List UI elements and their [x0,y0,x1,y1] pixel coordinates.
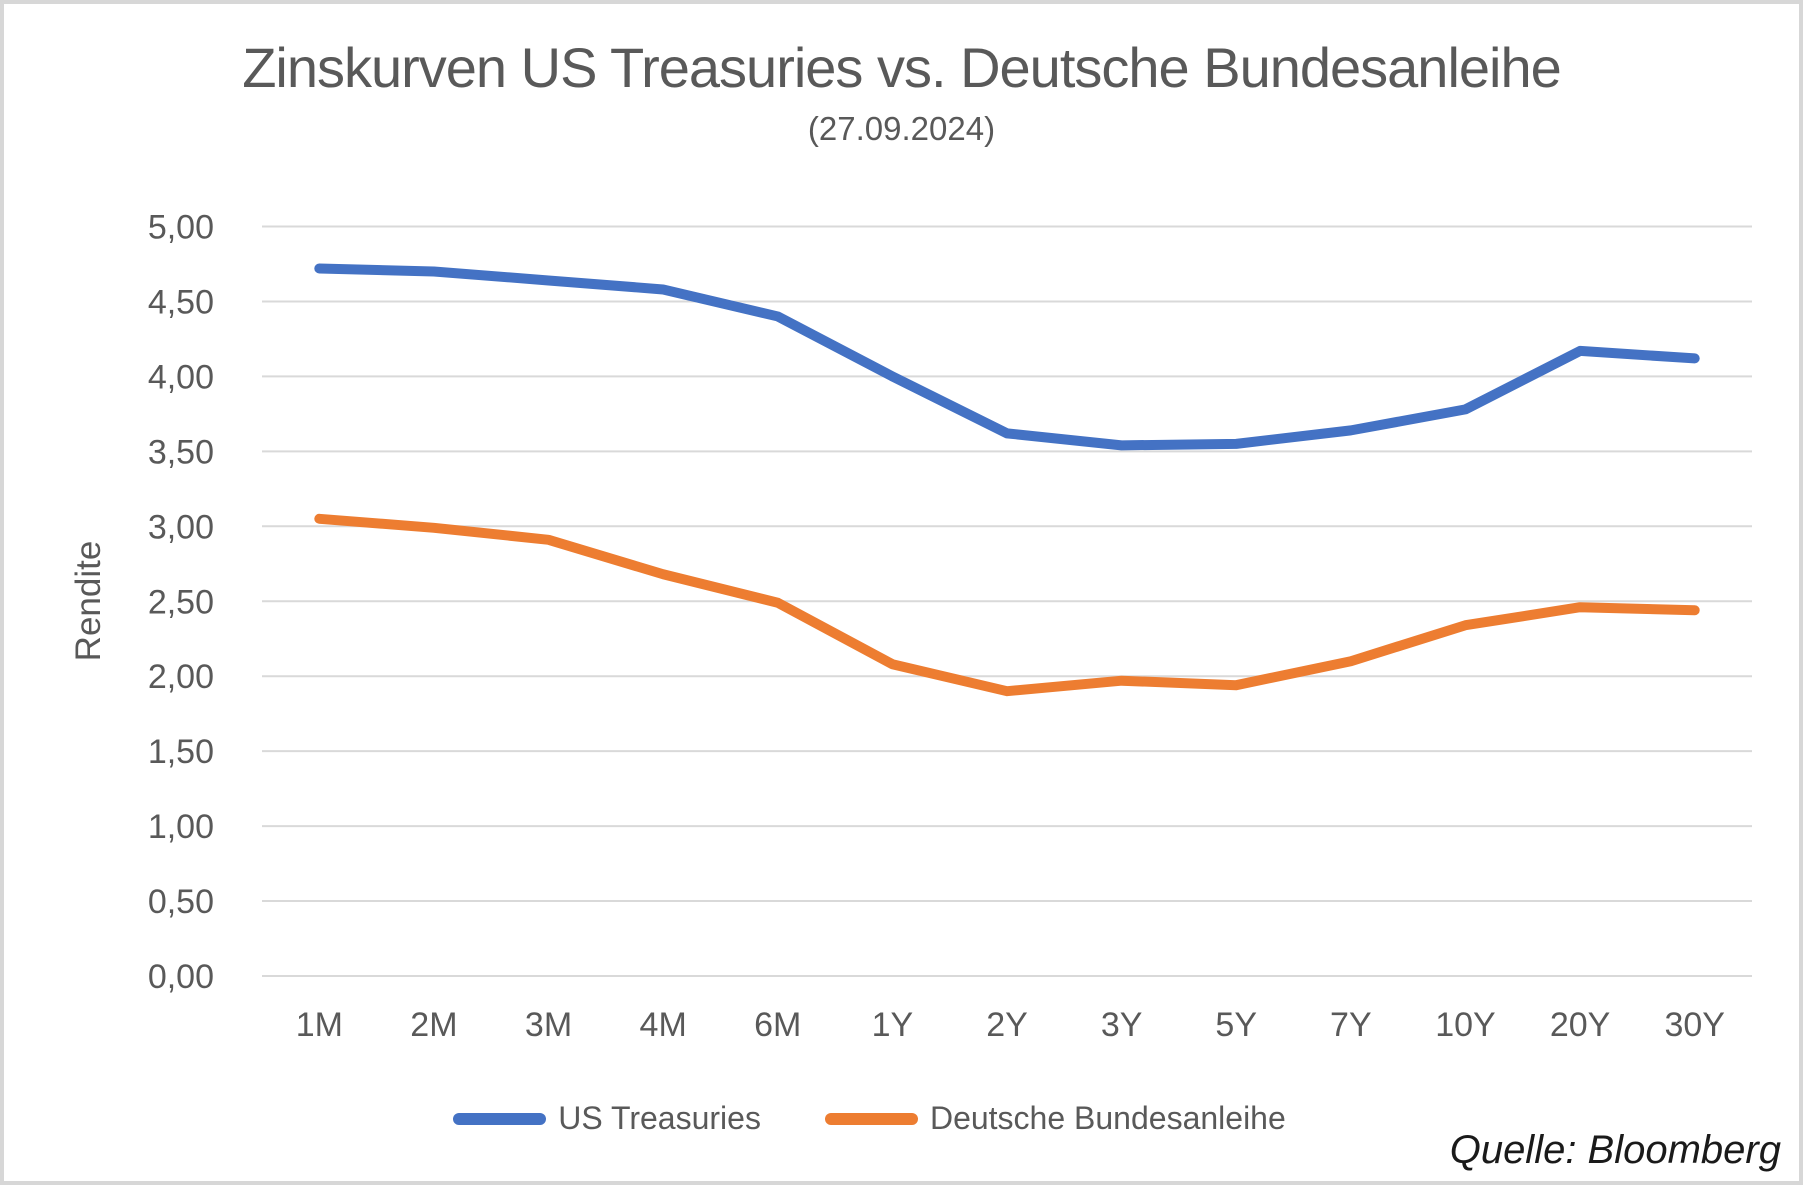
x-axis-label-3M: 3M [525,1006,572,1044]
legend-swatch-deutsche-bundesanleihe [824,1112,918,1125]
y-axis-label-4,50: 4,50 [148,283,214,321]
y-axis-label-0,00: 0,00 [148,958,214,996]
x-axis-label-5Y: 5Y [1215,1006,1257,1044]
series-line-deutsche-bundesanleihe [314,513,1700,697]
legend: US Treasuries Deutsche Bundesanleihe [4,1100,1767,1137]
y-axis-label-2,50: 2,50 [148,583,214,621]
chart-title: Zinskurven US Treasuries vs. Deutsche Bu… [242,36,1562,99]
series-line-us-treasuries [314,263,1700,451]
x-axis-label-1Y: 1Y [872,1006,914,1044]
y-axis-label-2,00: 2,00 [148,658,214,696]
x-axis-label-7Y: 7Y [1330,1006,1372,1044]
y-axis-label-1,00: 1,00 [148,808,214,846]
x-axis-label-3Y: 3Y [1101,1006,1143,1044]
x-axis-label-4M: 4M [640,1006,687,1044]
x-axis-label-2M: 2M [410,1006,457,1044]
chart-subtitle: (27.09.2024) [807,110,996,147]
legend-label-us-treasuries: US Treasuries [558,1100,761,1136]
y-axis-label-4,00: 4,00 [148,358,214,396]
x-axis-label-2Y: 2Y [986,1006,1028,1044]
x-axis-label-30Y: 30Y [1664,1006,1725,1044]
y-axis-label-5,00: 5,00 [148,209,214,247]
x-axis-label-10Y: 10Y [1435,1006,1496,1044]
legend-item-deutsche-bundesanleihe: Deutsche Bundesanleihe [824,1100,1286,1137]
y-axis-label-3,00: 3,00 [148,508,214,546]
x-axis-label-6M: 6M [754,1006,801,1044]
legend-swatch-us-treasuries [453,1112,547,1125]
y-axis-label-0,50: 0,50 [148,883,214,921]
legend-item-us-treasuries: US Treasuries [453,1100,761,1137]
y-axis-label-1,50: 1,50 [148,733,214,771]
legend-label-deutsche-bundesanleihe: Deutsche Bundesanleihe [929,1100,1286,1136]
plot-area: 0,00 0,50 1,00 1,50 2,00 2,50 3,00 3,50 4,00 4,50… [148,209,1752,1044]
x-axis-label-20Y: 20Y [1550,1006,1611,1044]
y-axis-label-3,50: 3,50 [148,433,214,471]
source-note: Quelle: Bloomberg [1449,1128,1781,1172]
x-axis-label-1M: 1M [296,1006,343,1044]
